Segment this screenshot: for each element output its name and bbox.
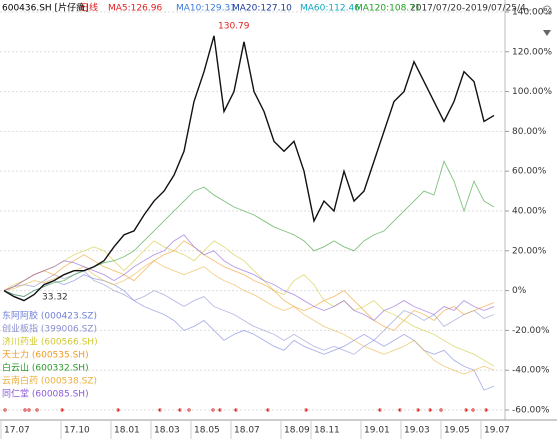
compare-line	[3, 274, 495, 391]
x-tick-label: 18.05	[194, 426, 220, 436]
indicator: MA10:129.31	[176, 4, 236, 14]
legend-entry: 云南白药 (000538.SZ)	[2, 375, 97, 387]
x-tick-label: 17.07	[4, 426, 30, 436]
x-tick-label: 19.05	[444, 426, 470, 436]
indicator: MA60:112.46	[300, 4, 360, 14]
compare-line	[3, 240, 495, 331]
legend-entry: 创业板指 (399006.SZ)	[2, 323, 97, 335]
compare-line	[3, 240, 495, 367]
compare-line	[3, 234, 495, 322]
compare-line	[3, 260, 495, 375]
x-tick-label: 17.10	[64, 426, 90, 436]
x-tick-label: 18.11	[314, 426, 340, 436]
legend-entry: 同仁堂 (600085.SH)	[2, 388, 89, 400]
x-tick-label: 18.01	[114, 426, 140, 436]
y-tick-label: 120.00%	[512, 47, 552, 57]
chart-title: 600436.SH [片仔癀]	[2, 2, 89, 14]
main-line	[3, 35, 495, 302]
period: 日线	[80, 2, 98, 14]
legend-entry: 东阿阿胶 (000423.SZ)	[2, 310, 97, 322]
min-annotation: 33.32	[42, 293, 68, 303]
indicator: MA20:127.10	[232, 4, 292, 14]
y-tick-label: 80.00%	[512, 127, 547, 137]
date-range: 2017/07/20-2019/07/25/4...	[410, 4, 534, 14]
y-tick-label: -40.00%	[512, 366, 550, 376]
x-tick-label: 18.03	[154, 426, 180, 436]
indicator: MA5:126.96	[108, 4, 162, 14]
max-annotation: 130.79	[218, 22, 250, 32]
x-tick-label: 18.07	[234, 426, 260, 436]
legend-entry: 白云山 (600332.SH)	[2, 362, 89, 374]
y-tick-label: 20.00%	[512, 246, 547, 256]
legend-entry: 济川药业 (600566.SH)	[2, 336, 98, 348]
compare-line	[3, 270, 495, 355]
settings-icon[interactable]	[542, 5, 552, 15]
y-tick-label: -20.00%	[512, 326, 550, 336]
indicator: MA120:108.71	[355, 4, 421, 14]
y-tick-label: 100.00%	[512, 87, 552, 97]
legend-entry: 天士力 (600535.SH)	[2, 349, 89, 361]
y-tick-label: -60.00%	[512, 406, 550, 416]
y-tick-label: 60.00%	[512, 167, 547, 177]
x-tick-label: 19.07	[484, 426, 510, 436]
y-tick-label: 140.00%	[512, 7, 552, 17]
collapse-icon[interactable]	[543, 30, 551, 36]
y-tick-label: 40.00%	[512, 206, 547, 216]
x-tick-label: 18.09	[284, 426, 310, 436]
y-tick-label: 0%	[512, 286, 527, 296]
x-tick-label: 19.03	[404, 426, 430, 436]
x-tick-label: 19.01	[364, 426, 390, 436]
